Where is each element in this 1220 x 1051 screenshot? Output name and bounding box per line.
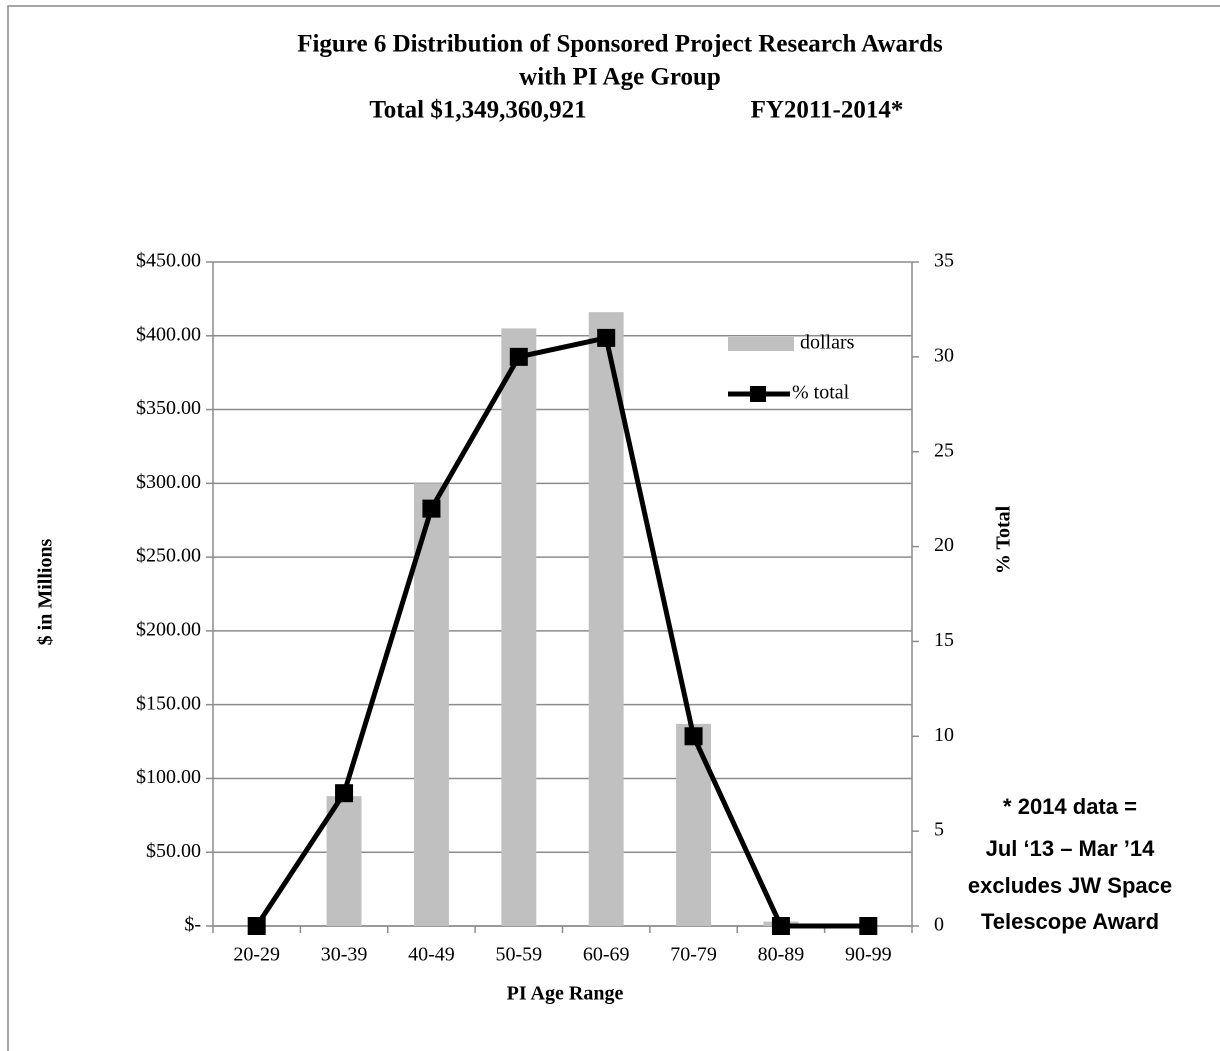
frame [7, 5, 1220, 1051]
y-tick-label: $200.00 [136, 618, 201, 640]
y-tick-label: $300.00 [136, 471, 201, 493]
y-axis-title: $ in Millions [35, 538, 57, 645]
chart-title: with PI Age Group [519, 64, 721, 91]
line [254, 335, 869, 929]
legend-swatch [728, 337, 794, 351]
bar [501, 328, 537, 926]
y-tick-label: $400.00 [136, 323, 201, 345]
y2-tick-label: 15 [934, 629, 954, 651]
bar [676, 723, 712, 926]
legend-label: dollars [800, 332, 855, 354]
marker [335, 784, 354, 803]
y2-tick-label: 30 [934, 344, 954, 366]
y2-tick-label: 35 [934, 250, 954, 272]
y2-axis-title: % Total [993, 505, 1015, 574]
marker [422, 499, 441, 518]
annotation: Jul ‘13 – Mar ’14 [986, 836, 1156, 861]
marker [597, 328, 616, 347]
marker [509, 347, 528, 366]
x-tick-label: 90-99 [845, 944, 892, 966]
y2-tick-label: 25 [934, 439, 954, 461]
y-tick-label: $250.00 [136, 545, 201, 567]
y-tick-label: $- [184, 914, 201, 936]
marker [771, 917, 790, 935]
y2-tick-label: 10 [934, 724, 954, 746]
chart-title: Figure 6 Distribution of Sponsored Proje… [297, 31, 943, 58]
y2-tick-label: 0 [934, 914, 944, 936]
y-tick-label: $100.00 [136, 766, 201, 788]
marker [247, 917, 266, 935]
bar [413, 483, 449, 926]
y2-tick-label: 20 [934, 534, 954, 556]
y-tick-label: $150.00 [136, 692, 201, 714]
y-tick-label: $50.00 [146, 840, 201, 862]
marker [684, 727, 703, 746]
x-tick-label: 80-89 [758, 944, 805, 966]
x-tick-label: 40-49 [408, 944, 455, 966]
legend-swatch [750, 386, 766, 402]
x-tick-label: 50-59 [495, 944, 542, 966]
chart-subtitle: Total $1,349,360,921 [369, 97, 586, 124]
legend-label: % total [792, 382, 850, 404]
chart-subtitle: FY2011-2014* [751, 97, 904, 124]
annotation: * 2014 data = [1003, 794, 1137, 819]
x-tick-label: 60-69 [583, 944, 630, 966]
annotation: excludes JW Space [968, 873, 1172, 898]
bar [326, 796, 362, 926]
x-tick-label: 20-29 [233, 944, 280, 966]
x-tick-label: 30-39 [321, 944, 368, 966]
marker [859, 917, 878, 935]
x-tick-label: 70-79 [670, 944, 717, 966]
y2-tick-label: 5 [934, 819, 944, 841]
y-tick-label: $350.00 [136, 397, 201, 419]
annotation: Telescope Award [981, 909, 1159, 934]
bar [588, 312, 624, 926]
x-axis-title: PI Age Range [507, 983, 624, 1005]
y-tick-label: $450.00 [136, 250, 201, 272]
